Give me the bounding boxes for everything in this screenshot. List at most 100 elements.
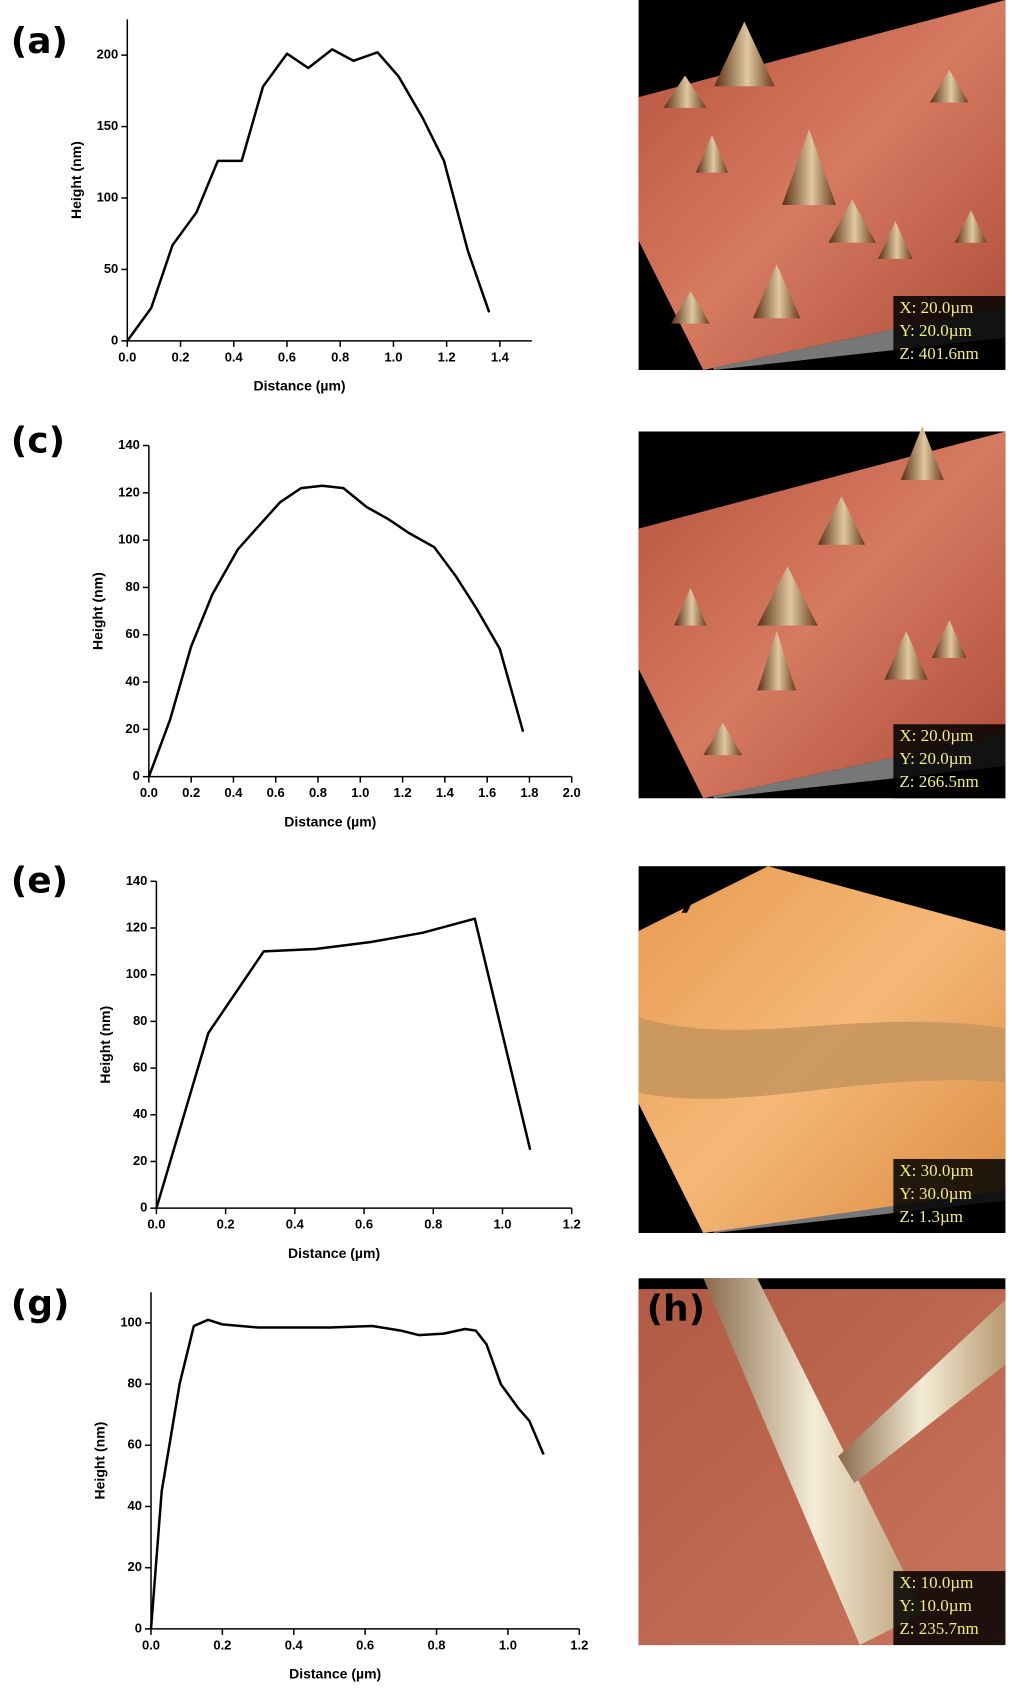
scale-box [893, 724, 1006, 799]
scale-text: Y: 10.0µm [899, 1596, 971, 1615]
y-tick-label: 0 [135, 1620, 142, 1635]
y-tick-label: 100 [126, 966, 148, 981]
peak [757, 566, 818, 626]
peak [828, 199, 876, 243]
y-tick-label: 20 [133, 1153, 147, 1168]
x-tick-label: 1.6 [478, 785, 496, 800]
peak [817, 496, 866, 545]
scale-text: Y: 30.0µm [899, 1184, 971, 1203]
y-tick-label: 0 [133, 768, 140, 783]
image-label: (f) [647, 876, 696, 917]
peak [878, 221, 913, 259]
x-tick-label: 0.6 [356, 1637, 374, 1652]
y-tick-label: 80 [125, 579, 139, 594]
y-tick-label: 100 [118, 532, 140, 547]
scale-text: Z: 401.6nm [899, 344, 978, 363]
data-line [155, 917, 532, 1209]
y-tick-label: 100 [97, 189, 119, 204]
x-tick-label: 1.0 [499, 1637, 517, 1652]
y-tick-label: 200 [97, 47, 119, 62]
scale-text: Z: 266.5nm [899, 772, 978, 791]
peak [663, 75, 707, 108]
peak [782, 129, 837, 205]
surface [638, 431, 1006, 799]
afm-image: (b) X: 20.0µm Y: 20.0µm Z: 401.6nm [638, 0, 1006, 371]
peak [714, 21, 775, 87]
y-tick-label: 40 [125, 673, 139, 688]
x-tick-label: 1.0 [384, 349, 402, 364]
y-tick-label: 100 [120, 1314, 142, 1329]
scale-text: X: 20.0µm [899, 726, 973, 745]
afm-image: (f) X: 30.0µm Y: 30.0µm Z: 1.3µm [638, 866, 1006, 1233]
x-tick-label: 0.2 [171, 349, 189, 364]
scale-text: Y: 20.0µm [899, 749, 971, 768]
scale-text: X: 10.0µm [899, 1573, 973, 1592]
peak [670, 291, 710, 324]
peak [932, 620, 967, 659]
x-tick-label: 1.0 [493, 1217, 511, 1232]
image-label: (h) [647, 1288, 706, 1329]
panel-label: (g) [11, 1283, 70, 1324]
y-tick-label: 80 [133, 1013, 147, 1028]
peak [929, 70, 969, 103]
scale-text: X: 30.0µm [899, 1161, 973, 1180]
x-tick-label: 0.0 [147, 1217, 165, 1232]
y-tick-label: 80 [128, 1376, 142, 1391]
peak [674, 587, 707, 626]
x-axis-label: Distance (µm) [254, 378, 346, 394]
y-axis-label: Height (nm) [90, 572, 106, 650]
x-tick-label: 0.8 [331, 349, 349, 364]
y-tick-label: 120 [118, 484, 140, 499]
data-line [126, 48, 491, 342]
x-tick-label: 0.4 [224, 785, 243, 800]
x-tick-label: 1.2 [563, 1217, 581, 1232]
x-tick-label: 0.4 [285, 1637, 304, 1652]
x-tick-label: 0.8 [309, 785, 327, 800]
peak [954, 210, 988, 243]
y-tick-label: 120 [126, 919, 148, 934]
y-tick-label: 40 [133, 1106, 147, 1121]
scale-box [893, 296, 1006, 371]
x-tick-label: 0.2 [217, 1217, 235, 1232]
y-tick-label: 140 [126, 873, 148, 888]
x-tick-label: 1.0 [351, 785, 369, 800]
x-tick-label: 0.6 [267, 785, 285, 800]
x-tick-label: 1.2 [394, 785, 412, 800]
x-tick-label: 0.8 [427, 1637, 445, 1652]
fold [638, 1017, 1006, 1099]
x-tick-label: 0.8 [424, 1217, 442, 1232]
scale-text: Z: 235.7nm [899, 1619, 978, 1638]
x-tick-label: 1.2 [570, 1637, 588, 1652]
y-tick-label: 140 [118, 437, 140, 452]
data-line [149, 1318, 545, 1629]
x-tick-label: 0.2 [213, 1637, 231, 1652]
image-label: (b) [647, 10, 706, 51]
x-tick-label: 0.4 [225, 349, 244, 364]
y-tick-label: 40 [128, 1498, 142, 1513]
x-tick-label: 1.4 [436, 785, 455, 800]
peak [900, 426, 944, 481]
peak [695, 134, 729, 173]
y-tick-label: 50 [104, 261, 118, 276]
y-axis-label: Height (nm) [97, 1006, 113, 1084]
panel-label: (a) [11, 21, 68, 62]
x-tick-label: 0.6 [278, 349, 296, 364]
image-label: (d) [647, 441, 706, 482]
ridge [703, 1278, 925, 1646]
y-tick-label: 0 [140, 1200, 147, 1215]
data-line [147, 484, 525, 778]
y-axis-label: Height (nm) [92, 1422, 108, 1500]
x-axis-label: Distance (µm) [289, 1666, 381, 1682]
scale-text: Z: 1.3µm [899, 1207, 963, 1226]
y-tick-label: 60 [125, 626, 139, 641]
x-tick-label: 0.2 [182, 785, 200, 800]
ridge [838, 1299, 1006, 1484]
x-tick-label: 1.2 [438, 349, 456, 364]
x-tick-label: 0.6 [355, 1217, 373, 1232]
x-tick-label: 0.4 [286, 1217, 305, 1232]
scale-text: Y: 20.0µm [899, 321, 971, 340]
y-tick-label: 20 [128, 1559, 142, 1574]
afm-image: (h) X: 10.0µm Y: 10.0µm Z: 235.7nm [638, 1278, 1006, 1646]
scale-box [893, 1158, 1006, 1233]
